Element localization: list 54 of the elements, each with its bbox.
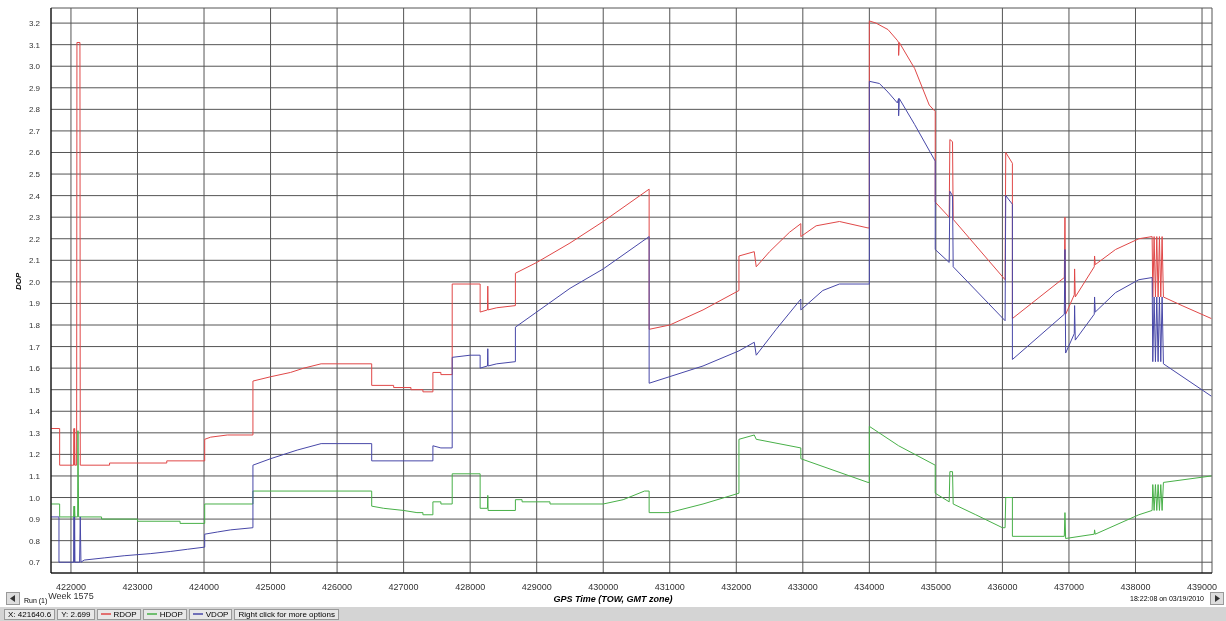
x-tick-label: 439000 bbox=[1187, 582, 1218, 592]
y-tick-label: 3.1 bbox=[28, 40, 41, 50]
y-tick-label: 2.0 bbox=[28, 277, 41, 287]
x-tick-label: 431000 bbox=[654, 582, 685, 592]
x-tick-label: 424000 bbox=[189, 582, 220, 592]
text: Right click for more options bbox=[234, 608, 339, 620]
y-tick-label: 1.9 bbox=[28, 299, 41, 309]
line-series bbox=[51, 425, 1212, 539]
y-tick-label: 0.9 bbox=[28, 515, 41, 525]
x-tick-label: 437000 bbox=[1053, 582, 1084, 592]
x-tick-label: 427000 bbox=[388, 582, 419, 592]
y-axis-title: DOP bbox=[14, 272, 23, 290]
y-tick-label: 3.0 bbox=[28, 62, 41, 72]
y-tick-label: 1.1 bbox=[28, 471, 41, 481]
x-tick-label: 425000 bbox=[255, 582, 286, 592]
y-tick-label: 2.4 bbox=[28, 191, 41, 201]
x-tick-label: 438000 bbox=[1120, 582, 1151, 592]
text: Y: 2.699 bbox=[57, 608, 95, 620]
y-tick-label: 2.3 bbox=[28, 213, 41, 223]
legend-label: RDOP bbox=[113, 609, 137, 619]
x-tick-label: 426000 bbox=[322, 582, 353, 592]
y-tick-label: 1.8 bbox=[28, 321, 41, 330]
y-tick-label: 2.2 bbox=[28, 234, 41, 244]
y-tick-label: 1.6 bbox=[28, 364, 41, 374]
y-tick-label: 3.2 bbox=[28, 19, 41, 29]
text: X: 421640.6 bbox=[4, 608, 56, 620]
x-tick-label: 422000 Week 1575 bbox=[48, 582, 94, 601]
y-tick-label: 2.1 bbox=[28, 256, 41, 266]
y-tick-label: 1.0 bbox=[28, 493, 41, 503]
x-tick-label: 435000 bbox=[920, 582, 951, 592]
y-tick-label: 1.7 bbox=[28, 342, 41, 352]
y-tick-label: 2.5 bbox=[28, 170, 41, 180]
legend-label: HDOP bbox=[159, 609, 183, 619]
line-series bbox=[51, 80, 1212, 563]
y-tick-label: 1.2 bbox=[28, 450, 41, 460]
y-tick-label: 2.8 bbox=[28, 105, 41, 115]
x-tick-label: 430000 bbox=[588, 582, 619, 592]
y-tick-label: 0.7 bbox=[28, 558, 41, 568]
x-tick-label: 433000 bbox=[787, 582, 818, 592]
legend-label: VDOP bbox=[205, 609, 229, 619]
x-tick-label: 436000 bbox=[987, 582, 1018, 592]
y-tick-label: 0.8 bbox=[28, 536, 41, 546]
y-tick-label: 2.9 bbox=[28, 83, 41, 93]
x-tick-label: 434000 bbox=[854, 582, 885, 592]
x-tick-label: 428000 bbox=[455, 582, 486, 592]
x-tick-label: 432000 bbox=[721, 582, 752, 592]
y-tick-label: 2.6 bbox=[28, 148, 41, 158]
y-tick-label: 1.5 bbox=[28, 385, 41, 395]
y-tick-label: 1.3 bbox=[28, 428, 41, 438]
y-tick-label: 2.7 bbox=[28, 126, 41, 136]
x-tick-label: 429000 bbox=[521, 582, 552, 592]
y-tick-label: 1.4 bbox=[28, 407, 41, 417]
x-axis-title: GPS Time (TOW, GMT zone) bbox=[553, 594, 673, 604]
x-tick-label: 423000 bbox=[122, 582, 153, 592]
